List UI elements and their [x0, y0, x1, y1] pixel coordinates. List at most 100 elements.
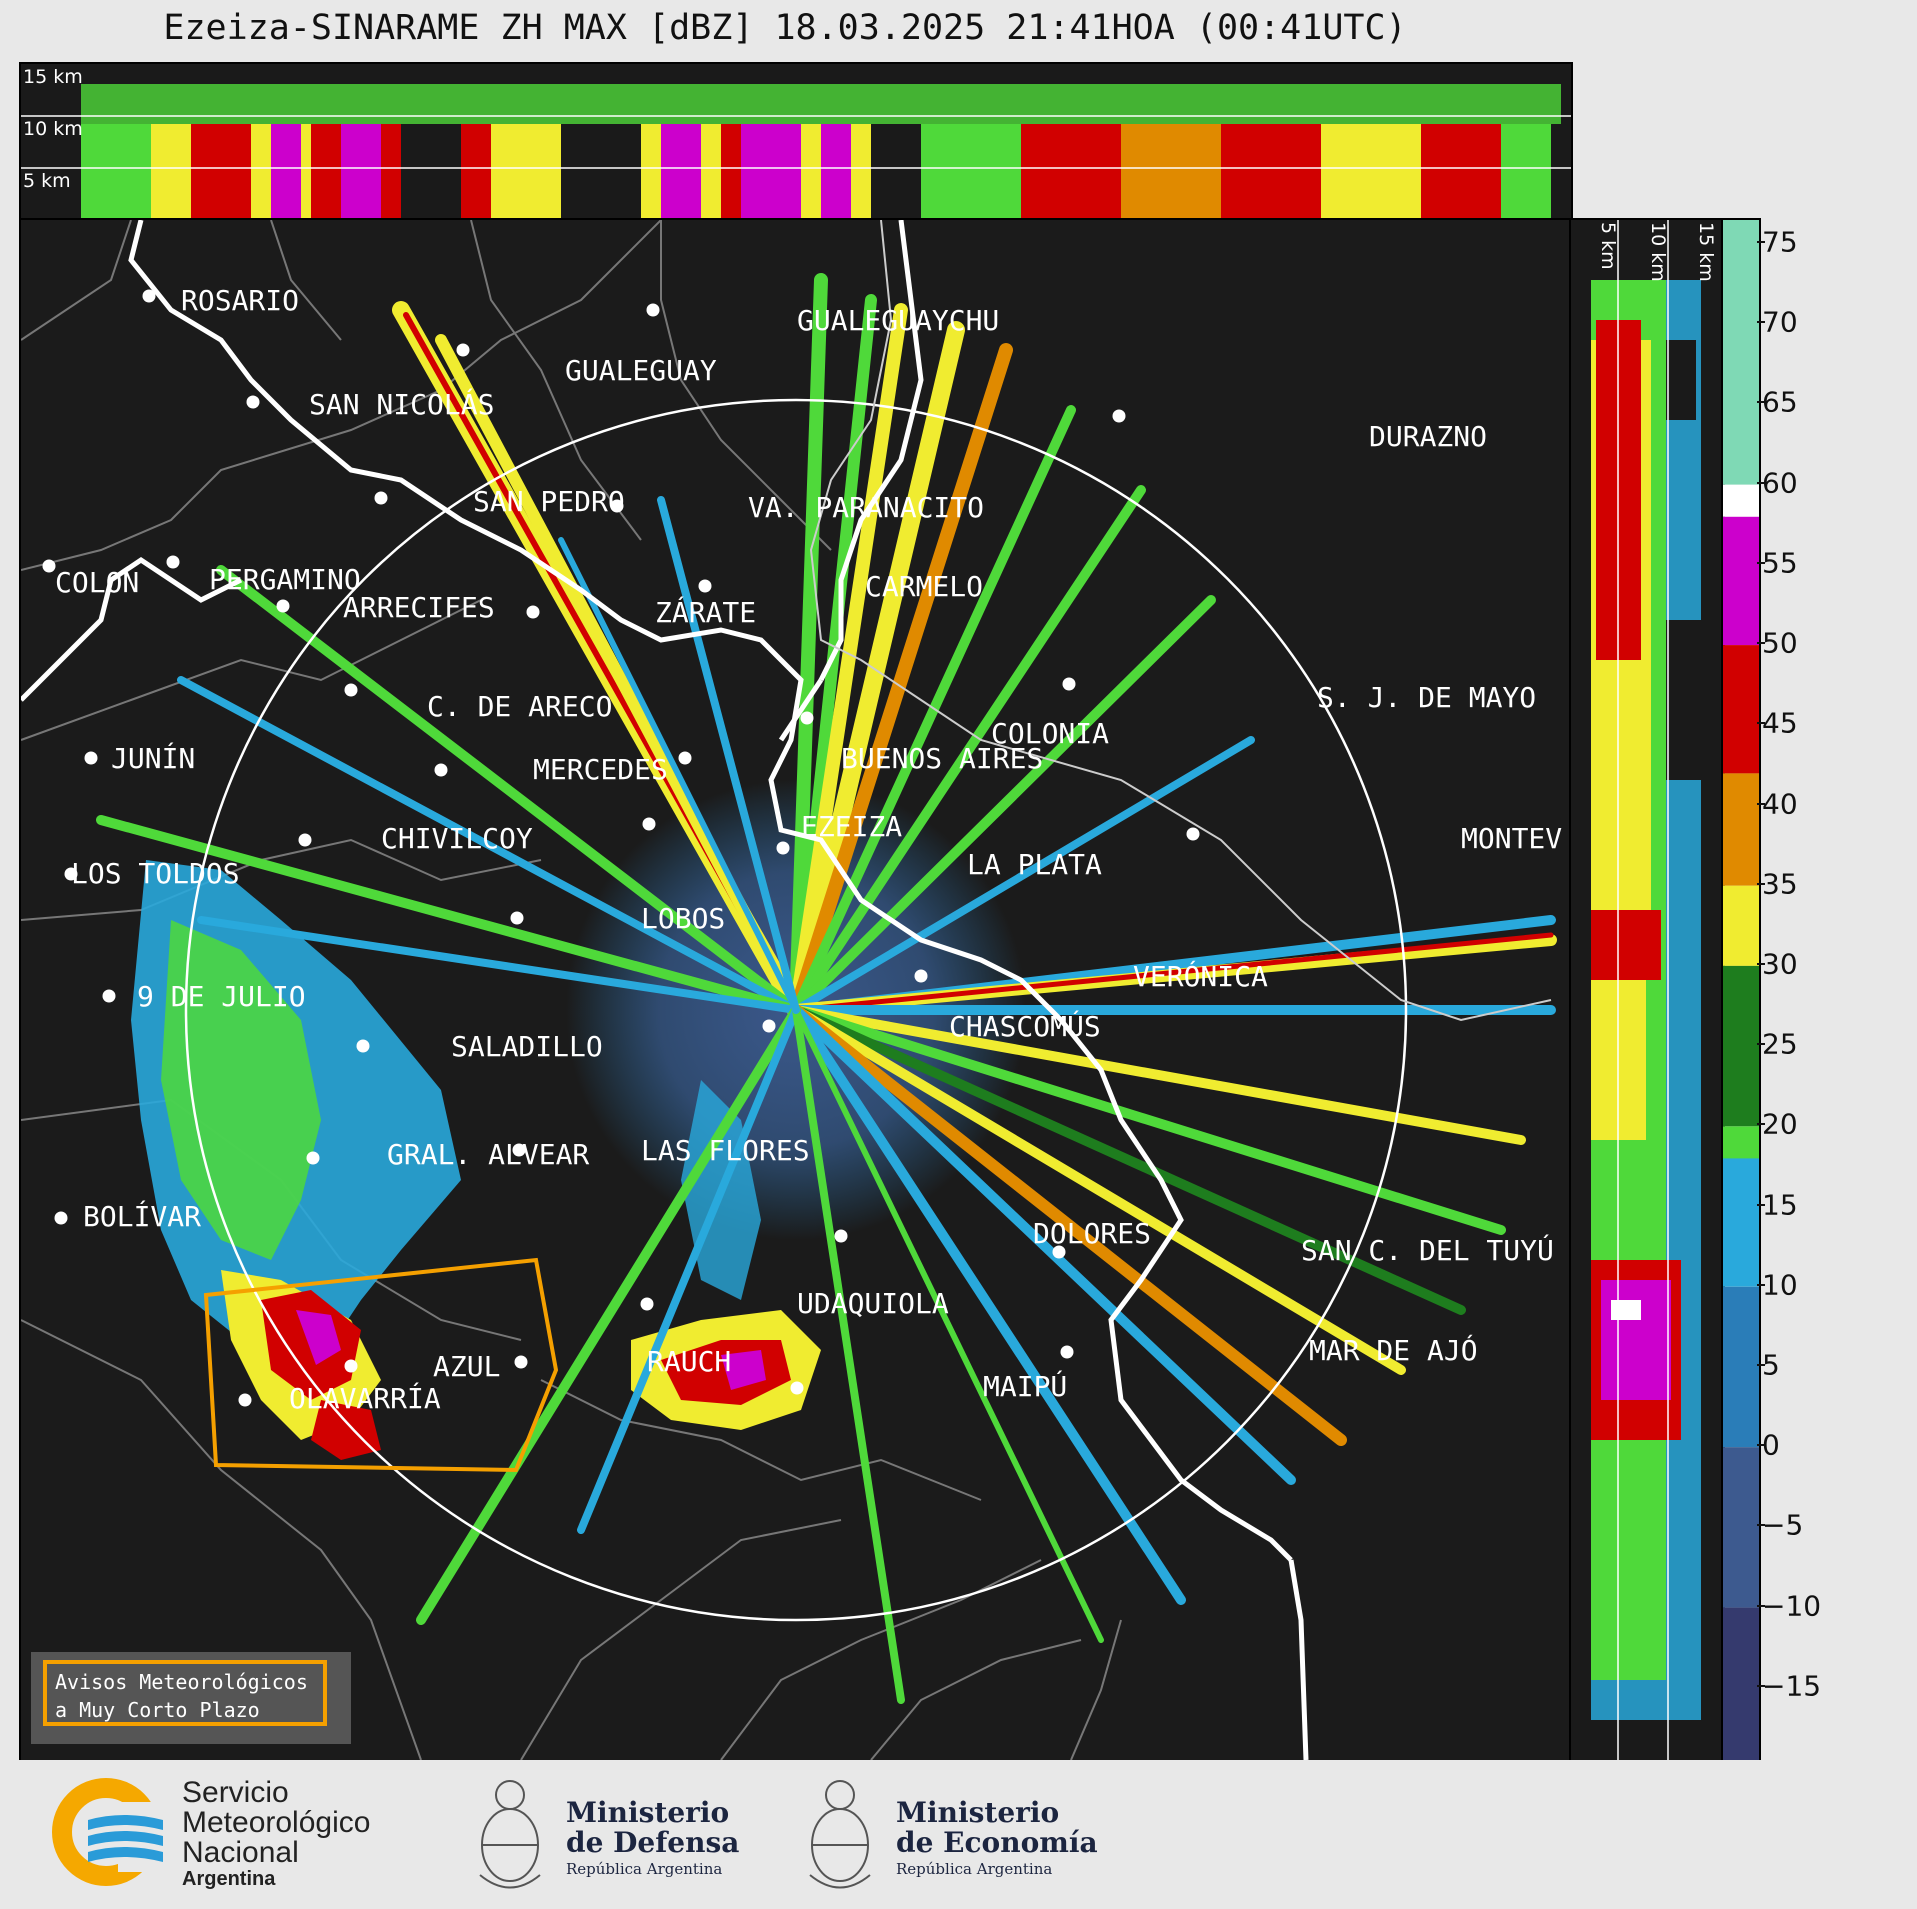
coat-of-arms-economia-icon	[809, 1780, 871, 1889]
defensa-line-3: República Argentina	[566, 1860, 723, 1878]
colorbar-band	[1723, 220, 1759, 485]
colorbar-tick-label: 5	[1762, 1348, 1780, 1382]
colorbar-band	[1723, 1447, 1759, 1608]
colorbar-tick-mark	[1757, 962, 1765, 965]
city-marker	[456, 343, 470, 357]
city-label: ZÁRATE	[655, 596, 757, 629]
city-marker	[84, 751, 98, 765]
defensa-line-1: Ministerio	[566, 1796, 730, 1829]
colorbar-band	[1723, 1607, 1759, 1760]
warning-polygon[interactable]	[203, 1257, 559, 1473]
city-label: BUENOS AIRES	[841, 742, 1044, 775]
colorbar-tick-label: 40	[1762, 787, 1798, 821]
colorbar-tick-label: −10	[1762, 1589, 1822, 1623]
smn-logo-icon	[52, 1778, 168, 1886]
colorbar-tick-mark	[1757, 1444, 1765, 1447]
city-label: JUNÍN	[111, 742, 196, 775]
city-label: MERCEDES	[533, 753, 668, 786]
city-marker	[1112, 409, 1126, 423]
city-marker	[526, 605, 540, 619]
city-label: DOLORES	[1033, 1217, 1152, 1250]
colorbar-tick-label: −15	[1762, 1669, 1822, 1703]
radar-map-graphic	[21, 220, 1557, 1760]
coat-of-arms-defensa-icon	[479, 1780, 541, 1889]
city-label: LAS FLORES	[641, 1134, 810, 1167]
city-label: 9 DE JULIO	[137, 980, 306, 1013]
city-label: ROSARIO	[181, 284, 300, 317]
city-label: SAN C. DEL TUYÚ	[1301, 1234, 1554, 1267]
colorbar-tick-mark	[1757, 1363, 1765, 1366]
city-label: VA. PARANACITO	[748, 491, 985, 524]
colorbar-tick-mark	[1757, 722, 1765, 725]
colorbar-tick-mark	[1757, 1123, 1765, 1126]
city-label: ARRECIFES	[343, 591, 495, 624]
radar-echo	[96, 273, 1557, 1704]
city-marker	[1060, 1345, 1074, 1359]
city-label: CARMELO	[865, 570, 984, 603]
city-label: COLONIA	[991, 717, 1110, 750]
footer: Servicio Meteorológico Nacional Argentin…	[0, 1760, 1917, 1909]
right-cross-section: 5 km 10 km 15 km	[1569, 218, 1725, 1762]
colorbar-tick-label: 75	[1762, 225, 1798, 259]
city-marker	[790, 1381, 804, 1395]
city-label: DURAZNO	[1369, 420, 1488, 453]
city-label: SALADILLO	[451, 1030, 603, 1063]
city-label: LOS TOLDOS	[71, 857, 240, 890]
colorbar-tick-mark	[1757, 561, 1765, 564]
city-marker	[344, 683, 358, 697]
colorbar-band	[1723, 965, 1759, 1127]
city-marker	[142, 289, 156, 303]
avisos-box[interactable]: Avisos Meteorológicos a Muy Corto Plazo	[31, 1652, 351, 1744]
economia-line-3: República Argentina	[896, 1860, 1053, 1878]
city-marker	[306, 1151, 320, 1165]
city-marker	[1052, 1245, 1066, 1259]
range-ring	[184, 398, 1408, 1622]
smn-line-4: Argentina	[182, 1868, 276, 1890]
city-label: RAUCH	[647, 1345, 732, 1378]
colorbar-tick-label: 35	[1762, 867, 1798, 901]
city-marker	[276, 599, 290, 613]
smn-line-3: Nacional	[182, 1836, 299, 1869]
city-label: UDAQUIOLA	[797, 1287, 949, 1320]
city-label: LOBOS	[641, 902, 726, 935]
colorbar-tick-label: 15	[1762, 1188, 1798, 1222]
city-marker	[510, 911, 524, 925]
defensa-line-2: de Defensa	[566, 1826, 740, 1859]
colorbar-tick-label: 30	[1762, 947, 1798, 981]
city-marker	[646, 303, 660, 317]
colorbar-tick-label: 25	[1762, 1027, 1798, 1061]
colorbar-band	[1723, 1286, 1759, 1448]
colorbar-tick-label: 55	[1762, 546, 1798, 580]
colorbar-band	[1723, 773, 1759, 886]
city-marker	[640, 1297, 654, 1311]
avisos-line-2: a Muy Corto Plazo	[55, 1698, 260, 1722]
city-label: MAR DE AJÓ	[1309, 1334, 1478, 1367]
city-label: GRAL. ALVEAR	[387, 1138, 590, 1171]
colorbar	[1721, 218, 1761, 1762]
city-marker	[434, 763, 448, 777]
city-marker	[800, 711, 814, 725]
colorbar-tick-label: 70	[1762, 305, 1798, 339]
city-label: C. DE ARECO	[427, 690, 613, 723]
avisos-label: Avisos Meteorológicos a Muy Corto Plazo	[43, 1660, 327, 1726]
city-label: COLON	[55, 566, 140, 599]
city-label: MAIPÚ	[983, 1370, 1068, 1403]
right-cross-section-graphic	[1591, 220, 1706, 1760]
avisos-line-1: Avisos Meteorológicos	[55, 1670, 308, 1694]
colorbar-tick-label: 65	[1762, 385, 1798, 419]
city-marker	[698, 579, 712, 593]
city-label: OLAVARRÍA	[289, 1382, 441, 1415]
city-label: SAN NICOLÁS	[309, 388, 495, 421]
colorbar-tick-mark	[1757, 481, 1765, 484]
colorbar-tick-label: 0	[1762, 1428, 1780, 1462]
city-label: PERGAMINO	[209, 563, 361, 596]
height-label-10-vertical: 10 km	[1647, 222, 1669, 282]
city-marker	[374, 491, 388, 505]
smn-line-2: Meteorológico	[182, 1806, 371, 1839]
city-label: EZEIZA	[801, 810, 903, 843]
city-label: AZUL	[433, 1350, 501, 1383]
colorbar-tick-mark	[1757, 1524, 1765, 1527]
colorbar-tick-mark	[1757, 1203, 1765, 1206]
city-marker	[678, 751, 692, 765]
city-marker	[166, 555, 180, 569]
